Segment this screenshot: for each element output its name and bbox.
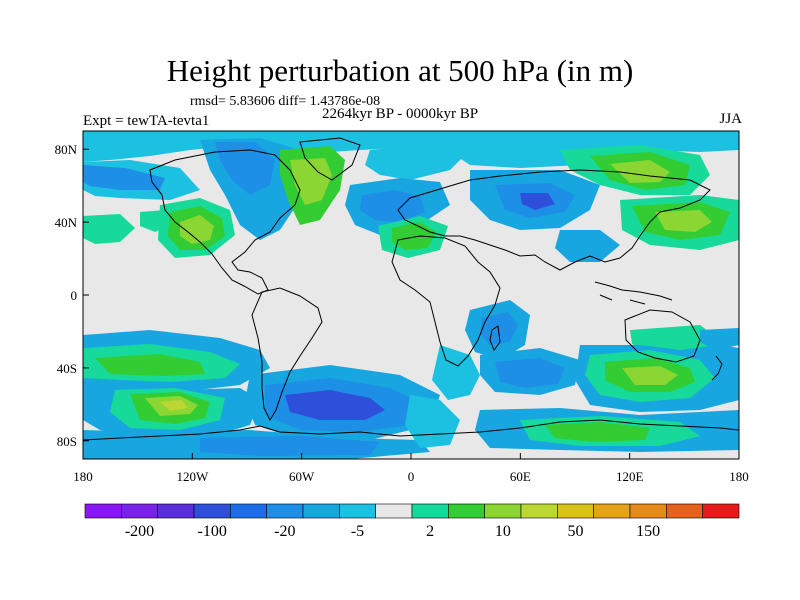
lon-tick-label: 180 (73, 469, 93, 484)
lon-tick-label: 180 (729, 469, 749, 484)
colorbar-box (121, 503, 158, 519)
period-label: 2264kyr BP - 0000kyr BP (321, 106, 479, 122)
contour-fields (83, 131, 739, 459)
colorbar-label: -5 (351, 523, 364, 540)
plot-title: Height perturbation at 500 hPa (in m) (166, 53, 634, 88)
colorbar-label: 10 (495, 523, 511, 540)
colorbar-box (557, 503, 594, 519)
colorbar-box (666, 503, 703, 519)
contour-region (95, 354, 205, 376)
colorbar-box (702, 503, 740, 519)
colorbar-box (266, 503, 304, 519)
colorbar-box (375, 503, 413, 519)
colorbar-box (339, 503, 376, 519)
coastline-madagascar (489, 325, 501, 352)
colorbar-box (484, 503, 522, 519)
colorbar-label: -20 (274, 523, 295, 540)
colorbar-box (629, 503, 667, 519)
coastline-greenland (299, 137, 361, 181)
lon-tick-label: 60E (510, 469, 531, 484)
contour-region (495, 358, 565, 388)
coastline-antarctica (83, 419, 739, 441)
colorbar-box (411, 503, 449, 519)
latitude-axis: 80N 40N 0 40S 80S (55, 142, 89, 449)
contour-region (180, 215, 214, 244)
lon-tick-label: 120W (176, 469, 209, 484)
contour-region (520, 193, 555, 210)
lat-tick-label: 40N (55, 215, 78, 230)
contour-region (200, 436, 380, 456)
contour-region (440, 140, 600, 168)
coastlines (83, 137, 739, 441)
stats-annotation: rmsd= 5.83606 diff= 1.43786e-08 (190, 94, 381, 109)
contour-region (365, 144, 470, 180)
contour-region (700, 328, 739, 350)
contour-region (655, 210, 712, 232)
colorbar-box (84, 503, 122, 519)
coastline-north-america (149, 149, 301, 295)
coastline-australia (624, 309, 701, 363)
contour-region (622, 366, 678, 385)
contour-region (432, 345, 480, 400)
colorbar-labels: -200 -100 -20 -5 2 10 50 150 (125, 523, 660, 540)
coastline-indonesia (594, 281, 673, 305)
contour-region (83, 214, 135, 244)
coastline-europe-asia (397, 169, 711, 271)
colorbar-boxes (84, 503, 740, 519)
colorbar-box (448, 503, 485, 519)
contour-region (545, 422, 650, 442)
longitude-axis: 180 120W 60W 0 60E 120E 180 (73, 453, 749, 484)
contour-region (215, 142, 275, 195)
colorbar-label: -100 (198, 523, 227, 540)
contour-region (83, 165, 165, 190)
colorbar-box (193, 503, 231, 519)
colorbar-box (230, 503, 267, 519)
colorbar-box (302, 503, 340, 519)
coastline-new-zealand (711, 355, 723, 381)
colorbar-label: -200 (125, 523, 154, 540)
contour-region (140, 210, 170, 232)
contour-region (160, 400, 188, 411)
colorbar-box (157, 503, 195, 519)
lat-tick-label: 80N (55, 142, 78, 157)
coastline-africa (391, 235, 501, 367)
colorbar-box (520, 503, 558, 519)
coastline-south-america (251, 287, 323, 422)
colorbar-box (593, 503, 631, 519)
lat-tick-label: 0 (71, 288, 78, 303)
contour-region (285, 390, 385, 420)
lon-tick-label: 0 (408, 469, 415, 484)
colorbar-label: 2 (426, 523, 434, 540)
contour-region (360, 190, 425, 222)
lat-tick-label: 40S (57, 361, 77, 376)
contour-region (610, 160, 670, 183)
contour-region (290, 158, 332, 205)
lat-tick-label: 80S (57, 434, 77, 449)
colorbar-label: 150 (636, 523, 660, 540)
lon-tick-label: 60W (289, 469, 315, 484)
lon-tick-label: 120E (616, 469, 644, 484)
colorbar-label: 50 (568, 523, 584, 540)
season-label: JJA (719, 111, 742, 127)
contour-region (480, 312, 518, 345)
contour-region (555, 230, 620, 262)
experiment-label: Expt = tewTA-tevta1 (83, 113, 210, 129)
